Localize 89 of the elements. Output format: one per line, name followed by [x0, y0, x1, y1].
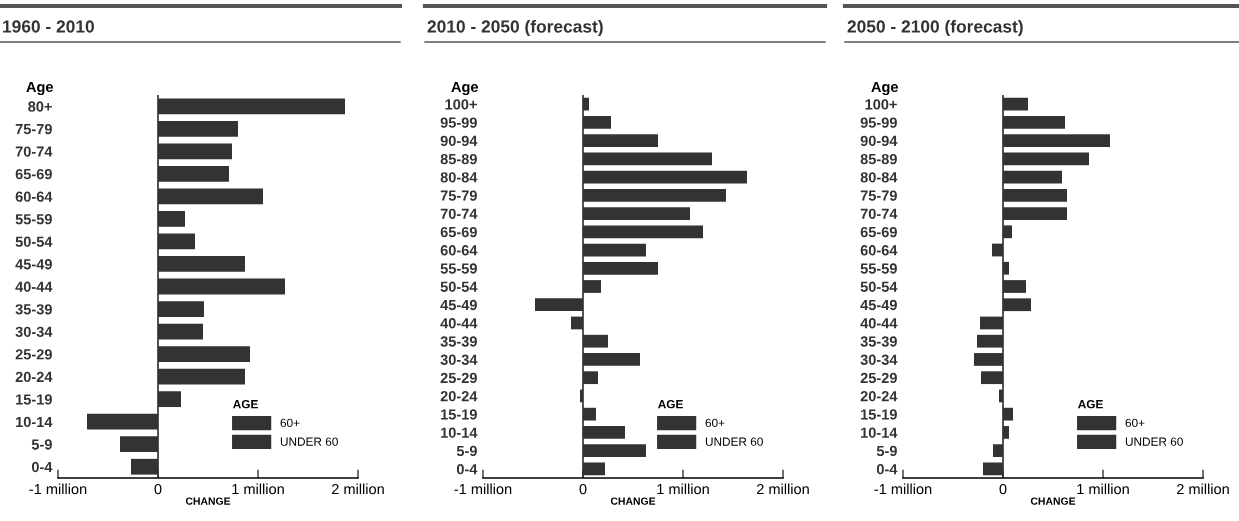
y-tick-label: 55-59 [860, 263, 897, 274]
legend-label: 60+ [1125, 418, 1145, 428]
x-axis-title: CHANGE [1030, 497, 1076, 505]
y-tick-label: 5-9 [456, 445, 477, 457]
y-tick-label: 25-29 [440, 372, 477, 384]
y-tick-label: 15-19 [16, 394, 52, 405]
y-tick-label: 10-14 [441, 427, 478, 438]
y-tick-label: 40-44 [440, 318, 478, 329]
y-tick-label: 100+ [865, 99, 897, 110]
y-tick-label: 0-4 [31, 461, 53, 473]
y-tick-label: 95-99 [860, 117, 897, 128]
legend-title: AGE [658, 399, 683, 409]
y-axis-title: Age [26, 81, 53, 95]
y-tick-label: 45-49 [860, 299, 897, 311]
y-tick-label: 75-79 [15, 123, 52, 135]
y-tick-label: 50-54 [15, 236, 53, 247]
y-tick-label: 95-99 [440, 117, 477, 128]
y-tick-label: 10-14 [16, 416, 53, 428]
y-tick-label: 15-19 [441, 409, 477, 420]
y-tick-label: 30-34 [440, 354, 478, 365]
y-tick-label: 0-4 [456, 463, 478, 475]
y-tick-label: 50-54 [440, 281, 478, 292]
y-tick-label: 55-59 [440, 263, 477, 274]
y-tick-label: 40-44 [15, 281, 53, 292]
y-tick-label: 100+ [445, 99, 477, 110]
legend-label: 60+ [705, 418, 725, 428]
legend-label: UNDER 60 [1125, 437, 1183, 446]
y-tick-label: 60-64 [15, 191, 53, 202]
y-tick-label: 90-94 [860, 135, 898, 147]
x-axis-title: CHANGE [610, 497, 656, 505]
y-tick-label: 90-94 [440, 135, 478, 147]
y-tick-label: 25-29 [860, 372, 897, 384]
y-tick-label: 80-84 [440, 172, 478, 183]
y-axis-title: Age [451, 81, 478, 95]
y-tick-label: 85-89 [860, 153, 897, 165]
legend-label: 60+ [280, 418, 300, 428]
x-tick-label: 2 million [756, 483, 809, 495]
y-tick-label: 65-69 [440, 226, 477, 238]
x-tick-label: 2 million [1176, 483, 1229, 495]
y-tick-label: 5-9 [876, 445, 897, 457]
y-tick-label: 60-64 [440, 245, 478, 256]
legend-label: UNDER 60 [705, 437, 763, 446]
legend-label: UNDER 60 [280, 437, 338, 446]
y-tick-label: 80+ [28, 101, 52, 112]
y-tick-label: 35-39 [15, 304, 52, 315]
chart-title: 1960 - 2010 [3, 20, 94, 33]
y-tick-label: 45-49 [15, 259, 52, 270]
y-tick-label: 35-39 [440, 336, 477, 347]
y-tick-label: 65-69 [15, 168, 52, 180]
y-tick-label: 35-39 [860, 336, 897, 347]
x-tick-label: 1 million [1077, 483, 1129, 495]
y-tick-label: 70-74 [15, 146, 53, 157]
x-tick-label: 2 million [331, 483, 384, 495]
legend-title: AGE [233, 399, 258, 409]
x-tick-label: 0 [999, 483, 1007, 495]
y-tick-label: 15-19 [861, 409, 897, 420]
y-tick-label: 75-79 [440, 190, 477, 201]
y-tick-label: 5-9 [31, 439, 52, 450]
y-tick-label: 10-14 [861, 427, 898, 438]
x-tick-label: 0 [579, 483, 587, 495]
y-tick-label: 20-24 [15, 371, 53, 383]
y-tick-label: 25-29 [15, 349, 52, 360]
y-tick-label: 30-34 [860, 354, 898, 365]
y-tick-label: 20-24 [860, 391, 898, 402]
x-tick-label: 1 million [232, 483, 284, 495]
y-tick-label: 50-54 [860, 281, 898, 292]
x-tick-label: -1 million [454, 483, 512, 495]
y-tick-label: 55-59 [15, 214, 52, 225]
y-tick-label: 85-89 [440, 153, 477, 165]
y-tick-label: 20-24 [440, 391, 478, 402]
chart-title: 2010 - 2050 (forecast) [427, 19, 603, 37]
x-tick-label: -1 million [29, 483, 87, 495]
y-tick-label: 40-44 [860, 318, 898, 329]
y-tick-label: 70-74 [860, 208, 898, 219]
y-tick-label: 65-69 [860, 226, 897, 238]
y-tick-label: 80-84 [860, 172, 898, 183]
y-tick-label: 70-74 [440, 208, 478, 219]
y-tick-label: 0-4 [876, 463, 898, 475]
x-tick-label: 1 million [657, 483, 709, 495]
y-tick-label: 75-79 [860, 190, 897, 201]
x-axis-title: CHANGE [185, 497, 231, 505]
y-tick-label: 60-64 [860, 245, 898, 256]
y-tick-label: 45-49 [440, 299, 477, 311]
x-tick-label: 0 [154, 483, 162, 495]
y-axis-title: Age [871, 81, 898, 95]
y-tick-label: 30-34 [15, 326, 53, 338]
legend-title: AGE [1078, 399, 1103, 409]
x-tick-label: -1 million [874, 483, 932, 495]
chart-title: 2050 - 2100 (forecast) [847, 19, 1023, 37]
